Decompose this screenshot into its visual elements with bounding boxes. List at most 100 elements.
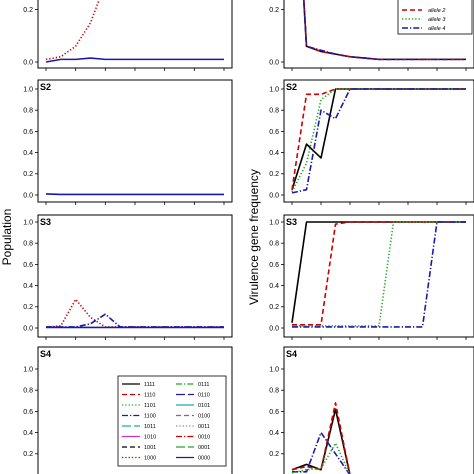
y-tick-label: 1.0 <box>23 366 33 373</box>
series-line-2 <box>291 402 351 474</box>
genotype-legend-label: 1001 <box>144 445 156 451</box>
series-line-1 <box>45 193 224 196</box>
panel-frame <box>37 214 233 338</box>
y-tick-label: 0.6 <box>23 409 33 416</box>
series-line-2 <box>292 221 466 326</box>
y-tick-label: 0.2 <box>23 171 33 178</box>
genotype-legend-label: 1111 <box>144 382 155 388</box>
series-line-2 <box>45 57 224 63</box>
genotype-legend-label: 0010 <box>198 435 210 441</box>
panel-label: S2 <box>286 82 297 92</box>
allele-legend-label: allele 3 <box>428 17 446 23</box>
y-tick-label: 0.0 <box>23 59 33 66</box>
series-line-1 <box>45 0 100 61</box>
y-tick-label: 0.8 <box>269 108 279 115</box>
series-line-1 <box>291 221 466 323</box>
genotype-legend-label: 1000 <box>144 456 156 462</box>
panel-label: S3 <box>286 217 297 227</box>
y-tick-label: 0.4 <box>23 150 33 157</box>
y-tick-label: 0.0 <box>269 325 279 332</box>
genotype-legend-label: 0111 <box>198 382 209 388</box>
y-tick-label: 1.0 <box>269 219 279 226</box>
y-tick-label: 0.8 <box>269 241 279 248</box>
series-line-1 <box>291 408 351 474</box>
panel-S1-left: 0.0 0.2 <box>23 0 233 71</box>
y-tick-label: 0.6 <box>23 129 33 136</box>
series-line-2 <box>46 313 224 328</box>
panel-frame <box>283 346 474 474</box>
panel-frame <box>283 79 474 203</box>
series-group <box>302 0 466 61</box>
y-tick-label: 0.6 <box>23 262 33 269</box>
series-group <box>291 88 466 194</box>
series-line-1 <box>291 88 466 190</box>
panel-S2-left: 0.0 0.2 0.4 0.6 0.8 1.0 S2 <box>23 79 233 205</box>
genotype-legend-label: 1010 <box>144 435 156 441</box>
series-line-3 <box>292 221 466 327</box>
y-tick-label: 0.2 <box>23 304 33 311</box>
y-tick-label: 1.0 <box>269 86 279 93</box>
right-axis-title: Virulence gene frequency <box>247 169 261 305</box>
y-tick-label: 0.4 <box>269 283 279 290</box>
y-tick-label: 0.0 <box>23 192 33 199</box>
series-line-2 <box>291 88 466 190</box>
y-tick-label: 0.4 <box>269 150 279 157</box>
genotype-legend-label: 0011 <box>198 424 210 430</box>
series-line-3 <box>291 88 466 193</box>
y-tick-label: 0.2 <box>23 7 33 14</box>
series-line-4 <box>291 88 466 194</box>
panel-label: S2 <box>40 82 51 92</box>
y-tick-label: 0.8 <box>23 388 33 395</box>
genotype-legend-label: 0100 <box>198 414 210 420</box>
series-line-4 <box>292 221 466 328</box>
y-tick-label: 1.0 <box>23 86 33 93</box>
panel-S4-left: 0.2 0.4 0.6 0.8 1.0 S4 <box>23 346 233 474</box>
allele-legend: allele 2 allele 3 allele 4 <box>397 0 473 35</box>
genotype-legend-box <box>117 375 227 467</box>
y-tick-label: 0.6 <box>269 409 279 416</box>
series-group <box>45 298 224 329</box>
series-group <box>45 193 224 196</box>
genotype-legend-label: 1100 <box>144 414 156 420</box>
allele-legend-label: allele 2 <box>428 8 445 14</box>
y-tick-label: 0.0 <box>269 59 279 66</box>
left-axis-title: Population <box>0 209 14 266</box>
panel-label: S3 <box>40 217 51 227</box>
series-group <box>291 221 466 328</box>
panel-S1-right: 0.0 0.2 <box>269 0 474 71</box>
panel-label: S4 <box>286 349 297 359</box>
y-tick-label: 0.0 <box>269 192 279 199</box>
panel-S3-right: 0.0 0.2 0.4 0.6 0.8 1.0 S3 <box>269 214 474 340</box>
genotype-legend: 1111 1110 1101 1100 1011 1010 1001 1000 0111 0110… <box>117 375 227 467</box>
y-tick-label: 0.8 <box>23 108 33 115</box>
series-line-1 <box>45 298 224 328</box>
y-tick-label: 0.4 <box>269 430 279 437</box>
y-tick-label: 0.0 <box>23 325 33 332</box>
y-tick-label: 1.0 <box>23 219 33 226</box>
y-tick-label: 0.2 <box>269 7 279 14</box>
series-line-4 <box>291 442 351 474</box>
series-line-3 <box>292 431 351 474</box>
y-tick-label: 0.4 <box>23 430 33 437</box>
genotype-legend-label: 1011 <box>144 424 156 430</box>
y-tick-label: 0.6 <box>269 129 279 136</box>
panel-frame <box>283 214 474 338</box>
y-tick-label: 0.2 <box>269 304 279 311</box>
panel-S3-left: 0.0 0.2 0.4 0.6 0.8 1.0 S3 <box>23 214 233 340</box>
panel-frame <box>37 0 233 69</box>
panel-frame <box>37 346 233 474</box>
y-tick-label: 0.8 <box>269 388 279 395</box>
y-tick-label: 1.0 <box>269 366 279 373</box>
y-tick-label: 0.6 <box>269 262 279 269</box>
genotype-legend-label: 1110 <box>144 393 155 399</box>
y-tick-label: 0.2 <box>269 451 279 458</box>
panel-S4-right: 0.2 0.4 0.6 0.8 1.0 S4 <box>269 346 474 474</box>
y-tick-label: 0.2 <box>23 451 33 458</box>
panel-label: S4 <box>40 349 51 359</box>
y-tick-label: 0.4 <box>23 283 33 290</box>
genotype-legend-label: 0101 <box>198 403 210 409</box>
genotype-legend-label: 0110 <box>198 393 210 399</box>
genotype-legend-label: 0000 <box>198 456 210 462</box>
genotype-legend-label: 0001 <box>198 445 210 451</box>
